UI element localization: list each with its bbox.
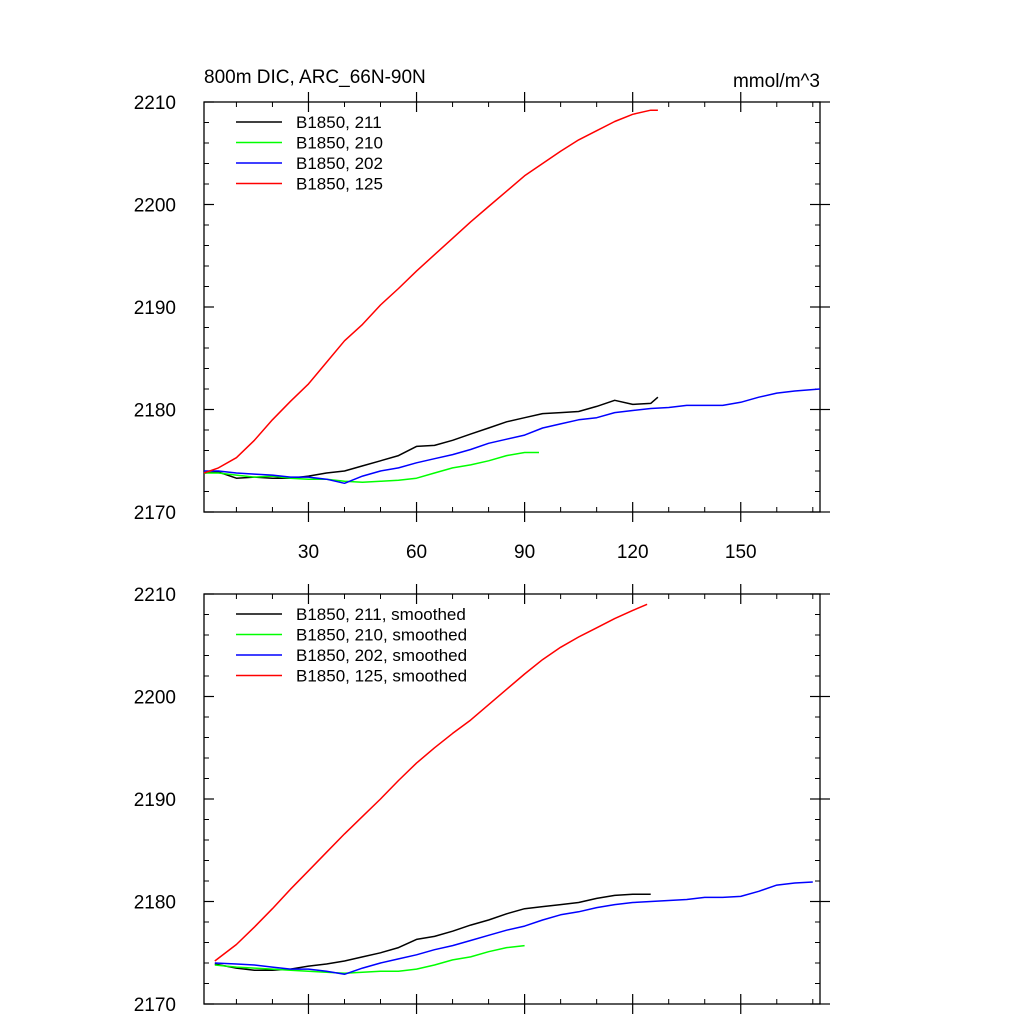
x-tick-label: 60 bbox=[406, 542, 427, 563]
legend-label: B1850, 210, smoothed bbox=[296, 626, 467, 645]
series-line bbox=[204, 388, 821, 485]
x-tick-label: 120 bbox=[617, 542, 649, 563]
top-panel-units: mmol/m^3 bbox=[733, 71, 820, 92]
top-panel-series bbox=[203, 109, 821, 485]
series-line bbox=[203, 396, 659, 479]
x-tick-label: 150 bbox=[725, 542, 757, 563]
y-tick-label: 2180 bbox=[134, 401, 176, 422]
y-tick-label: 2190 bbox=[134, 298, 176, 319]
legend-label: B1850, 125, smoothed bbox=[296, 667, 467, 686]
y-tick-label: 2170 bbox=[134, 503, 176, 524]
series-line bbox=[203, 109, 658, 474]
bottom-panel-ticks: 2170 2180 2190 2200 2210 bbox=[134, 584, 830, 1016]
legend-label: B1850, 211 bbox=[296, 113, 382, 132]
series-line bbox=[214, 893, 651, 971]
series-line bbox=[214, 944, 525, 975]
top-panel-title: 800m DIC, ARC_66N-90N bbox=[204, 67, 426, 88]
y-tick-label: 2180 bbox=[134, 893, 176, 914]
legend-label: B1850, 125 bbox=[296, 175, 383, 194]
y-tick-label: 2200 bbox=[134, 196, 176, 217]
y-tick-label: 2170 bbox=[134, 995, 176, 1016]
x-tick-label: 30 bbox=[298, 542, 319, 563]
series-line bbox=[214, 881, 813, 976]
top-panel: 800m DIC, ARC_66N-90N mmol/m^3 30 60 90 120… bbox=[134, 67, 830, 563]
y-tick-label: 2190 bbox=[134, 790, 176, 811]
legend-label: B1850, 210 bbox=[296, 134, 383, 153]
legend-label: B1850, 211, smoothed bbox=[296, 605, 466, 624]
y-tick-label: 2210 bbox=[134, 585, 176, 606]
top-panel-ticks: 30 60 90 120 150 2170 2180 2190 2200 2210 bbox=[134, 92, 830, 563]
bottom-panel-series bbox=[214, 603, 813, 976]
y-tick-label: 2210 bbox=[134, 93, 176, 114]
series-line bbox=[214, 603, 648, 962]
bottom-panel: 2170 2180 2190 2200 2210 B1850, 211, smoothe… bbox=[134, 584, 830, 1016]
legend-label: B1850, 202 bbox=[296, 154, 383, 173]
series-line bbox=[204, 451, 539, 484]
y-tick-label: 2200 bbox=[134, 688, 176, 709]
x-tick-label: 90 bbox=[514, 542, 535, 563]
bottom-panel-legend: B1850, 211, smoothed B1850, 210, smoothed… bbox=[236, 605, 467, 686]
legend-label: B1850, 202, smoothed bbox=[296, 646, 467, 665]
